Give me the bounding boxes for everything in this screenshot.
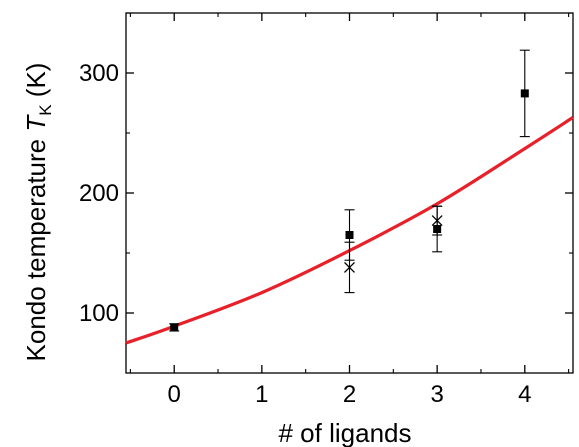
y-axis-label-prefix: Kondo temperature — [21, 132, 51, 362]
y-axis-label-symbol: T — [21, 114, 51, 132]
data-point-cross — [431, 215, 443, 227]
data-point-square — [520, 89, 529, 98]
x-tick-label: 2 — [343, 381, 356, 408]
y-tick-label: 200 — [79, 180, 119, 207]
y-axis-label-suffix: (K) — [21, 63, 51, 105]
y-axis-label: Kondo temperature TK (K) — [21, 63, 55, 362]
y-tick-label: 100 — [79, 300, 119, 327]
data-point-cross — [344, 261, 355, 273]
data-point-square — [170, 323, 179, 332]
data-point-square — [345, 231, 354, 239]
x-tick-label: 0 — [168, 381, 181, 408]
tick-labels: 0 1 2 3 4 100 200 300 — [79, 60, 532, 408]
axis-ticks — [126, 12, 573, 373]
x-tick-label: 3 — [430, 381, 443, 408]
data-marks — [169, 49, 530, 332]
x-tick-label: 1 — [255, 381, 268, 408]
x-tick-label: 4 — [518, 381, 531, 408]
y-axis-label-subscript: K — [36, 104, 55, 116]
y-tick-label: 300 — [79, 60, 119, 87]
x-axis-label: # of ligands — [279, 418, 412, 447]
